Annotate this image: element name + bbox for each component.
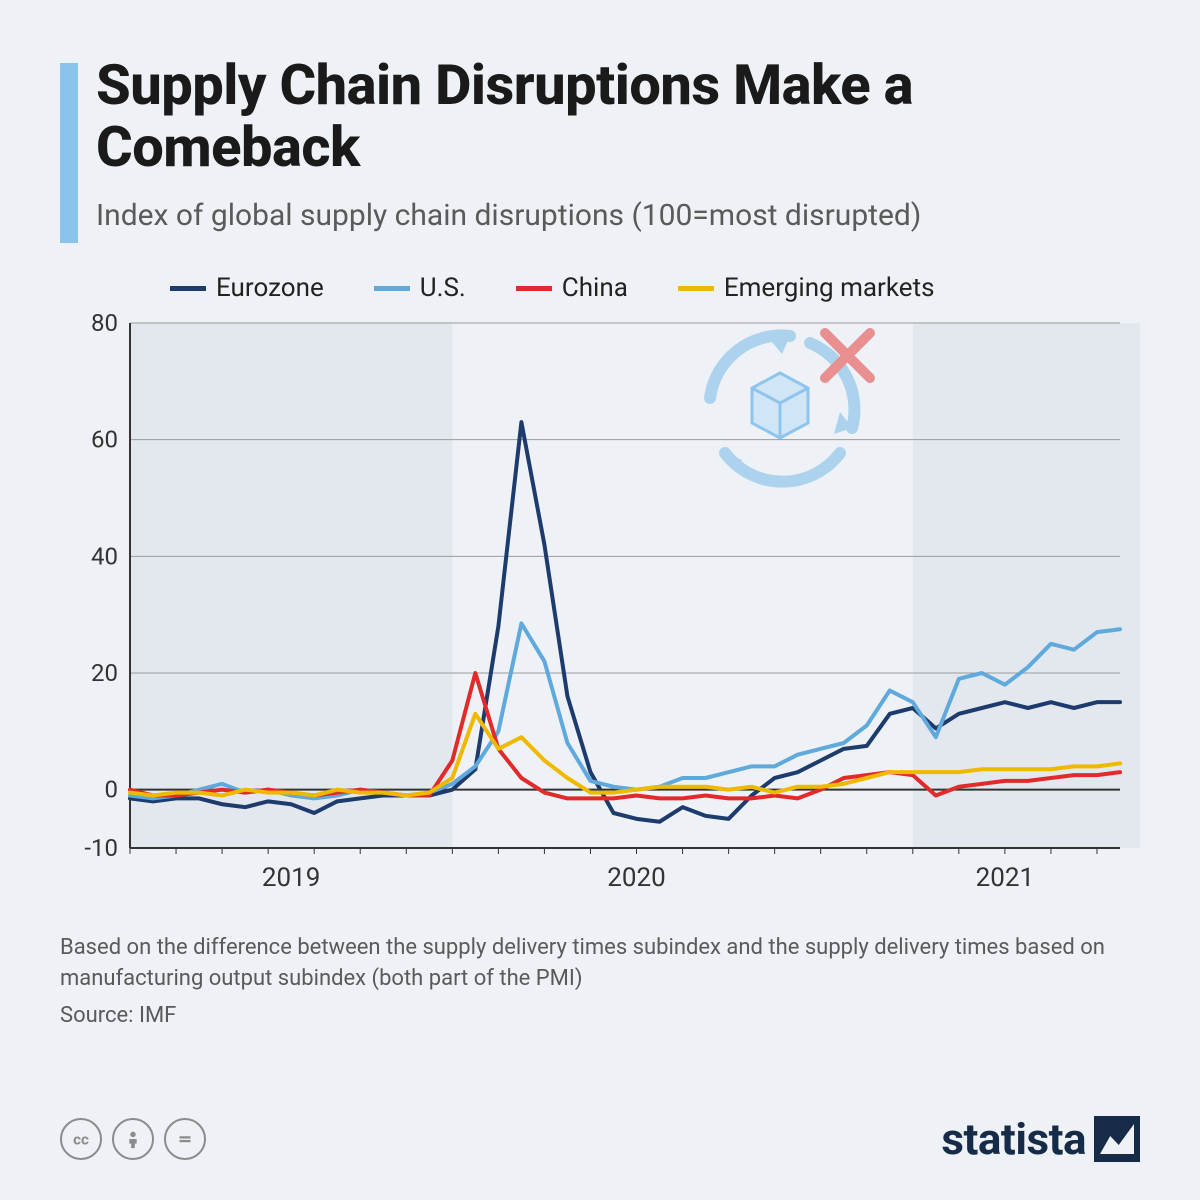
- footer: cc statista: [60, 1113, 1140, 1165]
- legend-label: U.S.: [420, 273, 466, 303]
- svg-text:cc: cc: [73, 1130, 89, 1148]
- svg-text:2020: 2020: [607, 863, 665, 893]
- chart-legend: Eurozone U.S. China Emerging markets: [170, 273, 1140, 303]
- brand-logo: statista: [941, 1113, 1140, 1165]
- line-chart: -10 0 20 40 60 80 2019 2020 2021: [60, 313, 1140, 903]
- legend-swatch: [678, 286, 714, 291]
- svg-text:0: 0: [105, 776, 119, 804]
- svg-text:20: 20: [91, 659, 118, 687]
- legend-item: Emerging markets: [678, 273, 935, 303]
- brand-text: statista: [941, 1113, 1086, 1165]
- license-icons: cc: [60, 1118, 206, 1160]
- chart-footnote: Based on the difference between the supp…: [60, 933, 1140, 995]
- svg-text:40: 40: [91, 543, 118, 571]
- svg-text:60: 60: [91, 426, 118, 454]
- cc-icon: cc: [60, 1118, 102, 1160]
- legend-item: China: [516, 273, 628, 303]
- brand-mark-icon: [1094, 1116, 1140, 1162]
- chart-svg: -10 0 20 40 60 80 2019 2020 2021: [60, 313, 1140, 903]
- chart-header: Supply Chain Disruptions Make a Comeback…: [60, 55, 1140, 235]
- by-icon: [112, 1118, 154, 1160]
- legend-swatch: [170, 286, 206, 291]
- legend-swatch: [374, 286, 410, 291]
- legend-item: Eurozone: [170, 273, 324, 303]
- legend-label: China: [562, 273, 628, 303]
- chart-title: Supply Chain Disruptions Make a Comeback: [96, 55, 1140, 178]
- legend-item: U.S.: [374, 273, 466, 303]
- legend-label: Emerging markets: [724, 273, 935, 303]
- chart-source: Source: IMF: [60, 1003, 1140, 1028]
- nd-icon: [164, 1118, 206, 1160]
- chart-subtitle: Index of global supply chain disruptions…: [96, 196, 1140, 235]
- legend-swatch: [516, 286, 552, 291]
- legend-label: Eurozone: [216, 273, 324, 303]
- accent-bar: [60, 63, 78, 243]
- svg-text:2021: 2021: [976, 863, 1034, 893]
- svg-text:-10: -10: [84, 834, 118, 862]
- svg-text:80: 80: [91, 313, 118, 337]
- supply-cycle-broken-icon: [710, 333, 870, 482]
- svg-text:2019: 2019: [262, 863, 320, 893]
